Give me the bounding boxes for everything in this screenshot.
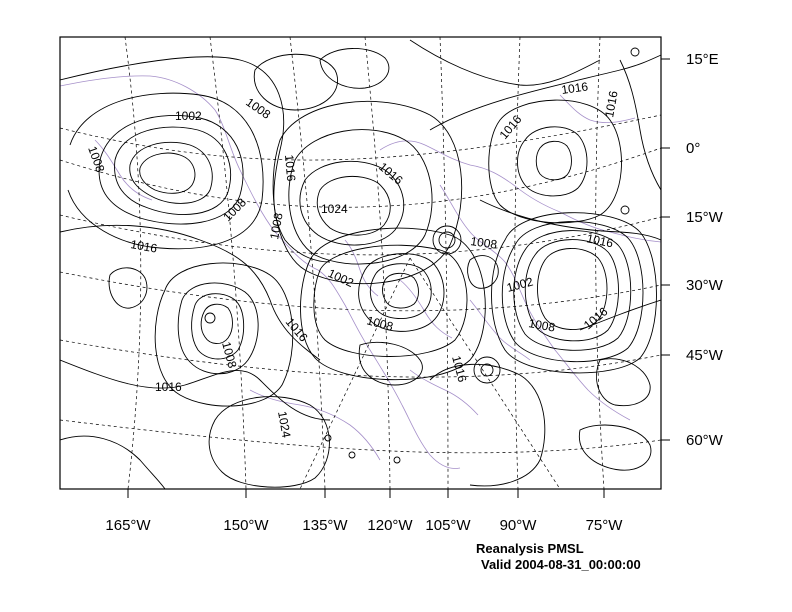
contour-label: 1016: [560, 79, 589, 97]
lon-tick-label: 135°W: [302, 517, 348, 534]
contour-label: 1016: [155, 380, 182, 394]
lat-tick-label: 15°W: [686, 209, 724, 226]
lat-lon-grid: [60, 37, 661, 489]
lat-tick-label: 15°E: [686, 51, 719, 68]
lon-tick-label: 120°W: [367, 517, 413, 534]
isobars: [60, 39, 661, 489]
contour-label: 1016: [585, 231, 614, 250]
right-axis: [661, 58, 670, 441]
contour-label: 1002: [505, 274, 535, 295]
lat-tick-label: 30°W: [686, 277, 724, 294]
contour-label: 1016: [283, 315, 311, 345]
lon-tick-label: 90°W: [500, 517, 538, 534]
contour-label: 1008: [365, 313, 395, 334]
coastlines: [60, 75, 661, 469]
lat-tick-label: 0°: [686, 140, 700, 157]
contour-label: 1016: [129, 237, 158, 255]
bottom-axis-labels: 165°W 150°W 135°W 120°W 105°W 90°W 75°W: [105, 517, 623, 534]
contour-label: 1008: [527, 316, 556, 334]
map-frame: [59, 36, 662, 490]
map-title: Reanalysis PMSL: [476, 541, 584, 556]
lon-tick-label: 105°W: [425, 517, 471, 534]
right-axis-labels: 15°E 0° 15°W 30°W 45°W 60°W: [686, 51, 724, 449]
contour-label: 1002: [175, 109, 202, 123]
valid-time: Valid 2004-08-31_00:00:00: [481, 557, 641, 572]
contour-label: 1016: [282, 154, 298, 182]
contour-label: 1008: [219, 340, 240, 370]
contour-label: 1024: [275, 410, 293, 439]
lat-tick-label: 45°W: [686, 347, 724, 364]
contour-label: 1016: [376, 160, 406, 188]
bottom-axis: [127, 489, 605, 498]
contour-label: 1016: [497, 112, 525, 142]
contour-label: 1008: [267, 211, 285, 240]
lon-tick-label: 75°W: [586, 517, 624, 534]
contour-label: 1008: [243, 95, 273, 122]
lon-tick-label: 150°W: [223, 517, 269, 534]
contour-label: 1016: [581, 304, 611, 332]
lon-tick-label: 165°W: [105, 517, 151, 534]
contour-label: 1002: [326, 266, 356, 290]
contour-label: 1024: [321, 202, 348, 216]
lat-tick-label: 60°W: [686, 432, 724, 449]
contour-label: 1016: [449, 354, 470, 384]
contour-labels: 1002 1008 1008 1016 1024 1016 1016 1008 …: [85, 79, 620, 439]
contour-label: 1016: [602, 89, 620, 118]
contour-label: 1008: [470, 234, 499, 252]
